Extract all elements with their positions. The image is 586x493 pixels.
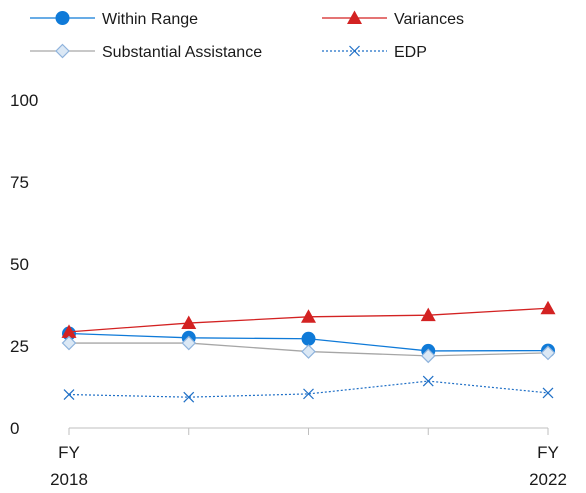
data-point: [183, 391, 195, 403]
y-axis: 0 25 50 75 100: [10, 91, 38, 438]
x-tick-label: 2018: [50, 470, 88, 489]
data-point: [181, 315, 197, 330]
x-tick-label: FY: [537, 443, 559, 462]
data-point: [301, 344, 316, 359]
data-point: [181, 335, 197, 351]
data-point: [420, 348, 436, 364]
legend-label: Substantial Assistance: [102, 44, 262, 61]
data-point: [422, 375, 434, 387]
legend-label: Within Range: [102, 11, 198, 28]
legend-label: EDP: [394, 44, 427, 61]
data-point: [540, 300, 556, 315]
y-tick-label: 100: [10, 91, 38, 110]
data-point: [61, 324, 77, 338]
data-point: [420, 307, 436, 322]
data-point: [63, 389, 75, 400]
series-substantial-assistance: [61, 335, 556, 364]
series-edp: [63, 375, 554, 403]
legend-label: Variances: [394, 11, 464, 28]
legend-marker: [349, 45, 360, 57]
y-tick-label: 50: [10, 255, 29, 274]
x-axis: FY 2018 FY 2022: [50, 427, 567, 489]
legend-item: EDP: [322, 44, 427, 61]
x-tick-label: FY: [58, 443, 80, 462]
y-tick-label: 0: [10, 419, 19, 438]
data-point: [301, 309, 316, 323]
x-tick-label: 2022: [529, 470, 567, 489]
legend-item: Variances: [322, 10, 464, 28]
legend-marker: [55, 11, 70, 25]
legend: Within Range Variances Substantial Assista…: [30, 10, 464, 61]
series-variances: [61, 300, 556, 338]
data-point: [303, 388, 314, 400]
legend-marker: [347, 10, 362, 24]
y-tick-label: 75: [10, 173, 29, 192]
data-point: [540, 345, 556, 361]
legend-marker: [55, 43, 70, 59]
series-line: [68, 380, 549, 398]
legend-item: Within Range: [30, 11, 198, 28]
y-tick-label: 25: [10, 337, 29, 356]
data-point: [542, 387, 554, 399]
data-point: [301, 331, 316, 346]
data-point: [61, 335, 77, 351]
legend-item: Substantial Assistance: [30, 43, 262, 61]
plot-area: [61, 300, 556, 403]
